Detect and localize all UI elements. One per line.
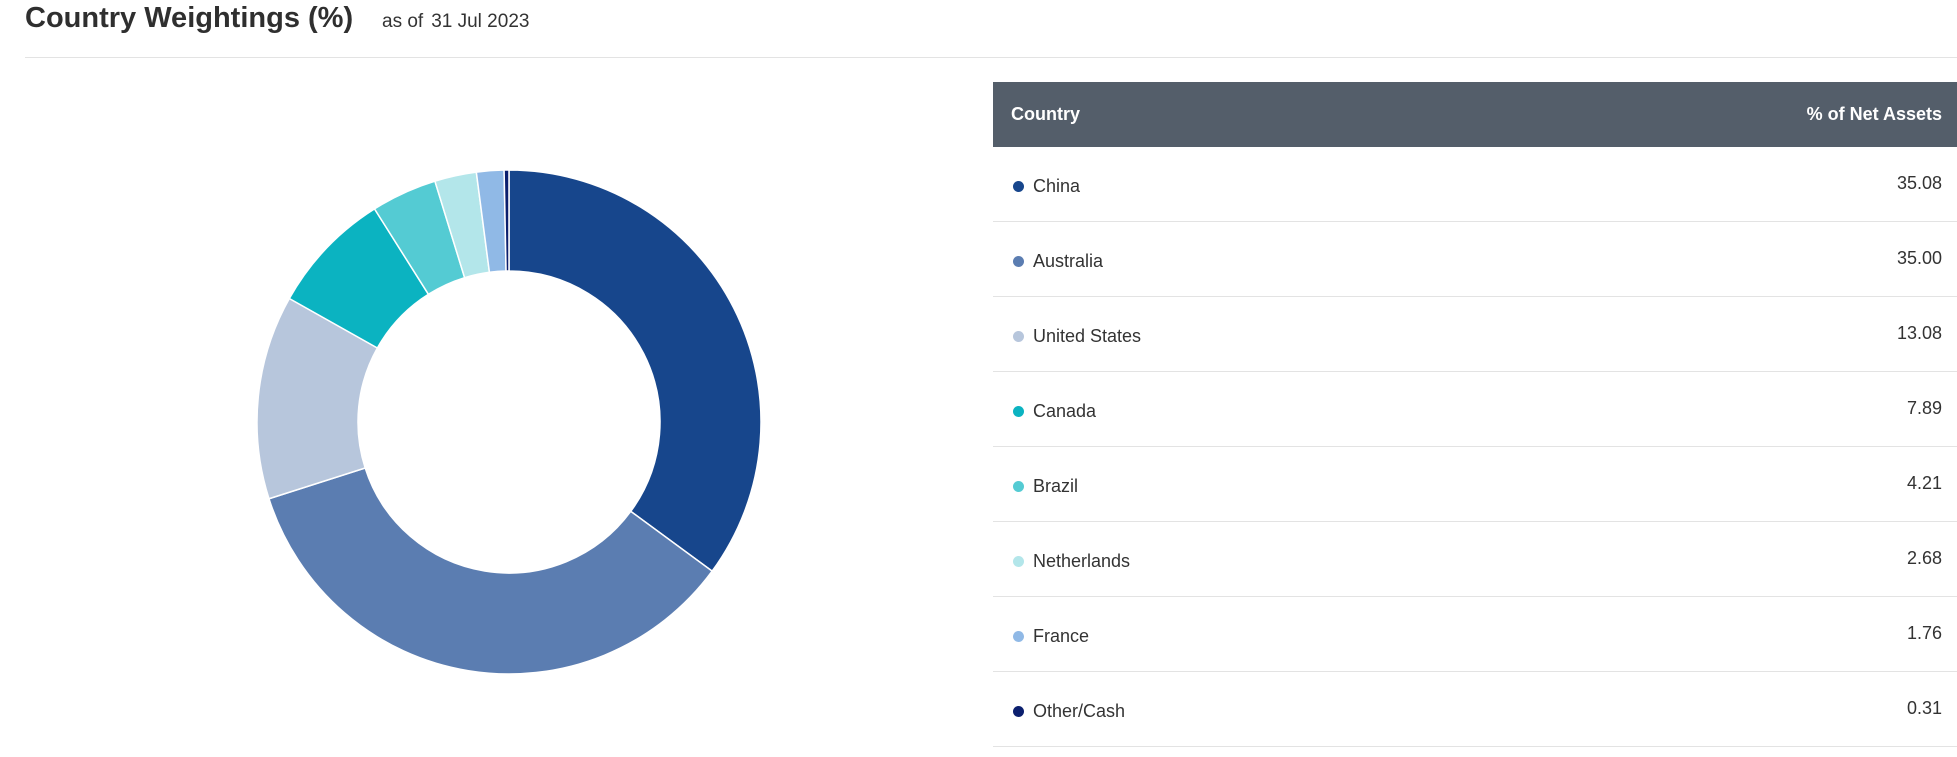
country-weightings-table: Country % of Net Assets China 35.08 Austra… [993,82,1957,747]
table-row: Brazil 4.21 [993,447,1957,522]
table-header: Country % of Net Assets [993,82,1957,147]
pct-net-assets-value: 13.08 [1896,323,1942,343]
pct-net-assets-value: 1.76 [1906,623,1942,643]
legend-dot-icon [1013,556,1024,567]
pct-net-assets-value: 2.68 [1906,548,1942,568]
donut-slice-other-cash[interactable] [503,169,510,272]
country-name: Netherlands [1033,551,1131,571]
legend-dot-icon [1013,331,1024,342]
as-of-label: as of [382,11,424,32]
pct-net-assets-value: 35.08 [1896,173,1942,193]
legend-dot-icon [1013,481,1024,492]
legend-dot-icon [1013,631,1024,642]
legend-dot-icon [1013,181,1024,192]
table-row: China 35.08 [993,147,1957,222]
pct-net-assets-value: 35.00 [1896,248,1942,268]
country-name: Brazil [1033,476,1079,496]
legend-dot-icon [1013,406,1024,417]
table-row: Canada 7.89 [993,372,1957,447]
donut-chart [0,58,990,757]
pct-net-assets-value: 0.31 [1906,698,1942,718]
pct-net-assets-value: 7.89 [1906,398,1942,418]
donut-slice-australia[interactable] [268,467,714,675]
column-header-country: Country [1011,104,1080,124]
legend-dot-icon [1013,706,1024,717]
table-body: China 35.08 Australia 35.00 United States 13.… [993,147,1957,747]
donut-chart-svg [256,169,762,675]
page-title: Country Weightings (%) [25,2,354,34]
donut-slice-china[interactable] [508,169,762,573]
column-header-pct-net-assets: % of Net Assets [1806,104,1942,124]
table-row: Australia 35.00 [993,222,1957,297]
table-row: United States 13.08 [993,297,1957,372]
country-name: China [1033,176,1081,196]
country-name: United States [1033,326,1142,346]
as-of-date: as of 31 Jul 2023 [382,11,529,33]
header: Country Weightings (%) as of 31 Jul 2023 [25,0,1957,58]
legend-dot-icon [1013,256,1024,267]
country-name: Australia [1033,251,1104,271]
as-of-date-value: 31 Jul 2023 [431,11,530,32]
country-name: Canada [1033,401,1097,421]
country-name: Other/Cash [1033,701,1126,721]
table-row: Other/Cash 0.31 [993,672,1957,747]
table-row: Netherlands 2.68 [993,522,1957,597]
country-name: France [1033,626,1090,646]
pct-net-assets-value: 4.21 [1906,473,1942,493]
table-row: France 1.76 [993,597,1957,672]
